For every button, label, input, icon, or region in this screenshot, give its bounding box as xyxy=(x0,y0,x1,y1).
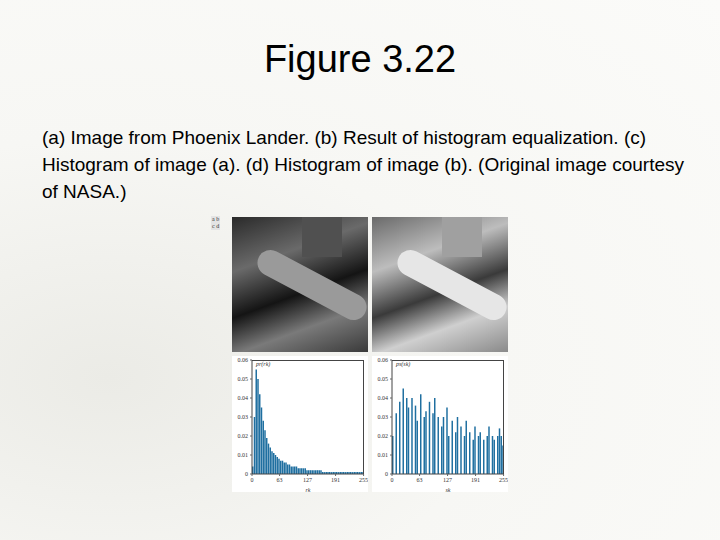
svg-text:0.03: 0.03 xyxy=(378,414,389,420)
svg-text:191: 191 xyxy=(331,477,340,483)
svg-text:255: 255 xyxy=(359,477,368,483)
svg-text:0: 0 xyxy=(385,471,388,477)
svg-text:0.06: 0.06 xyxy=(378,357,389,363)
svg-text:sk: sk xyxy=(446,487,451,492)
svg-text:rk: rk xyxy=(306,487,311,492)
svg-text:0: 0 xyxy=(251,477,254,483)
html-text:ps(sk): ps(sk) xyxy=(396,361,411,367)
svg-text:0.06: 0.06 xyxy=(238,357,249,363)
html-text:a b: a b xyxy=(212,216,220,222)
svg-text:0.04: 0.04 xyxy=(238,395,249,401)
svg-text:0.01: 0.01 xyxy=(378,452,389,458)
svg-text:127: 127 xyxy=(303,477,312,483)
svg-text:0.02: 0.02 xyxy=(238,433,249,439)
svg-text:0.02: 0.02 xyxy=(378,433,389,439)
svg-text:191: 191 xyxy=(471,477,480,483)
svg-text:0: 0 xyxy=(245,471,248,477)
svg-text:0.05: 0.05 xyxy=(238,376,249,382)
html-text:c d: c d xyxy=(212,223,220,229)
svg-text:0: 0 xyxy=(391,477,394,483)
html-text:(a) Image from Phoenix Lander.: (a) Image from Phoenix Lander. (b) Resul… xyxy=(42,127,684,202)
svg-text:0.04: 0.04 xyxy=(378,395,389,401)
svg-text:63: 63 xyxy=(277,477,283,483)
svg-text:0.01: 0.01 xyxy=(238,452,249,458)
html-text:Figure 3.22: Figure 3.22 xyxy=(263,38,457,80)
svg-text:0.05: 0.05 xyxy=(378,376,389,382)
svg-text:255: 255 xyxy=(499,477,508,483)
html-text:pr(rk): pr(rk) xyxy=(256,361,271,367)
svg-text:0.03: 0.03 xyxy=(238,414,249,420)
svg-text:127: 127 xyxy=(443,477,452,483)
svg-text:63: 63 xyxy=(417,477,423,483)
